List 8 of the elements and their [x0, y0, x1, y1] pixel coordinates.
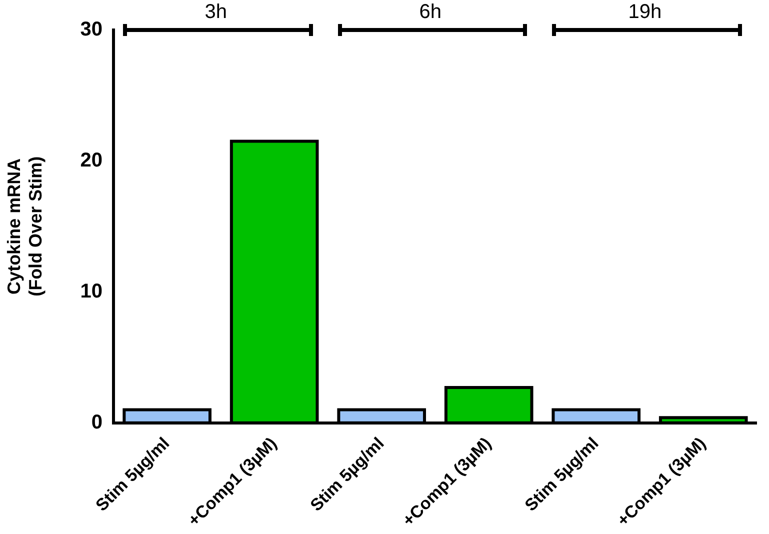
- y-axis-title: Cytokine mRNA (Fold Over Stim): [4, 156, 46, 296]
- y-tick-label: 0: [91, 411, 102, 434]
- y-tick-label: 30: [80, 18, 102, 41]
- y-tick-label: 20: [80, 149, 102, 172]
- text: 6h: [418, 0, 442, 24]
- y-tick-label: 10: [80, 280, 102, 302]
- text: 3h: [204, 0, 228, 24]
- text: 19h: [627, 0, 663, 24]
